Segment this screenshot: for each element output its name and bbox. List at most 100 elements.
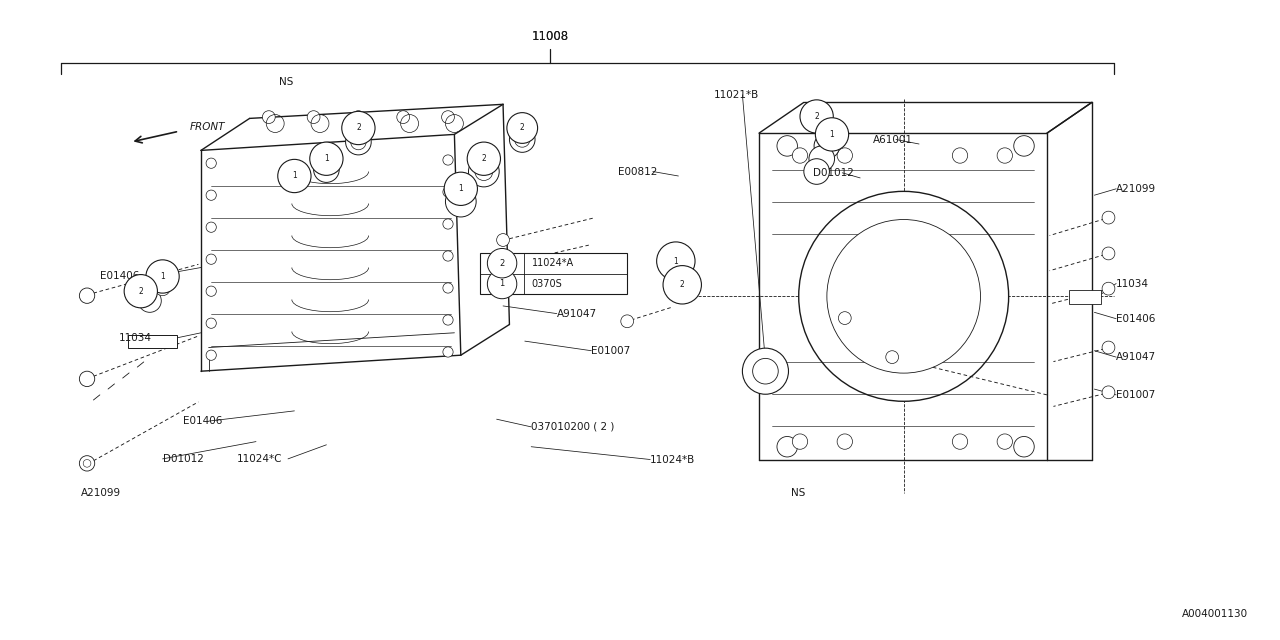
Circle shape — [815, 118, 849, 151]
Circle shape — [445, 186, 476, 217]
Circle shape — [827, 220, 980, 373]
Circle shape — [997, 148, 1012, 163]
Circle shape — [1014, 436, 1034, 457]
Text: 1: 1 — [829, 130, 835, 139]
Circle shape — [352, 111, 365, 124]
Text: 11034: 11034 — [119, 333, 152, 343]
Circle shape — [838, 312, 851, 324]
Circle shape — [443, 187, 453, 197]
Text: FRONT: FRONT — [189, 122, 225, 132]
Circle shape — [952, 434, 968, 449]
Circle shape — [488, 248, 517, 278]
Circle shape — [206, 350, 216, 360]
Circle shape — [314, 157, 339, 182]
Circle shape — [837, 434, 852, 449]
Circle shape — [124, 275, 157, 308]
Text: E00812: E00812 — [618, 166, 658, 177]
Circle shape — [206, 254, 216, 264]
Circle shape — [206, 158, 216, 168]
Circle shape — [138, 289, 161, 312]
Circle shape — [792, 434, 808, 449]
Text: A91047: A91047 — [557, 308, 596, 319]
Circle shape — [792, 148, 808, 163]
Circle shape — [206, 190, 216, 200]
Circle shape — [346, 129, 371, 155]
Circle shape — [515, 132, 530, 147]
Circle shape — [443, 283, 453, 293]
Circle shape — [742, 348, 788, 394]
Circle shape — [83, 460, 91, 467]
Text: 11024*A: 11024*A — [531, 258, 573, 268]
Text: 1: 1 — [160, 272, 165, 281]
Circle shape — [488, 269, 517, 299]
Circle shape — [819, 138, 835, 154]
Text: D01012: D01012 — [163, 454, 204, 464]
Circle shape — [804, 159, 829, 184]
Text: 1: 1 — [499, 280, 504, 289]
Text: E01406: E01406 — [183, 416, 223, 426]
Bar — [480, 253, 627, 294]
Circle shape — [509, 127, 535, 152]
Text: 2: 2 — [138, 287, 143, 296]
Text: 11024*B: 11024*B — [650, 454, 695, 465]
Circle shape — [79, 371, 95, 387]
Circle shape — [475, 163, 493, 180]
Circle shape — [952, 148, 968, 163]
Circle shape — [486, 261, 499, 274]
Text: 11008: 11008 — [531, 30, 570, 43]
Circle shape — [799, 191, 1009, 401]
Circle shape — [262, 111, 275, 124]
Circle shape — [1102, 341, 1115, 354]
Circle shape — [507, 113, 538, 143]
Circle shape — [777, 436, 797, 457]
Text: A21099: A21099 — [81, 488, 120, 498]
Text: E01406: E01406 — [1116, 314, 1156, 324]
Text: 11034: 11034 — [1116, 278, 1149, 289]
Text: 2: 2 — [356, 124, 361, 132]
Text: 11008: 11008 — [531, 30, 570, 43]
Circle shape — [467, 142, 500, 175]
Text: A61001: A61001 — [873, 134, 913, 145]
Circle shape — [278, 159, 311, 193]
Text: 2: 2 — [520, 124, 525, 132]
Circle shape — [621, 315, 634, 328]
Text: 2: 2 — [814, 112, 819, 121]
Circle shape — [753, 358, 778, 384]
Text: D01012: D01012 — [813, 168, 854, 178]
Circle shape — [777, 136, 797, 156]
Text: E01007: E01007 — [591, 346, 631, 356]
Bar — [128, 335, 177, 348]
Circle shape — [155, 280, 170, 296]
Circle shape — [442, 111, 454, 124]
Text: NS: NS — [279, 77, 293, 87]
Circle shape — [206, 286, 216, 296]
Circle shape — [814, 133, 840, 159]
Circle shape — [397, 111, 410, 124]
Circle shape — [1102, 211, 1115, 224]
Circle shape — [657, 242, 695, 280]
Circle shape — [310, 142, 343, 175]
Circle shape — [206, 318, 216, 328]
Circle shape — [79, 456, 95, 471]
Bar — [1069, 290, 1101, 304]
Text: 1: 1 — [458, 184, 463, 193]
Text: 1: 1 — [292, 172, 297, 180]
Circle shape — [497, 234, 509, 246]
Text: 037010200 ( 2 ): 037010200 ( 2 ) — [531, 422, 614, 432]
Text: 2: 2 — [499, 259, 504, 268]
Circle shape — [146, 260, 179, 293]
Text: 1: 1 — [673, 257, 678, 266]
Circle shape — [351, 134, 366, 150]
Circle shape — [886, 351, 899, 364]
Text: A004001130: A004001130 — [1181, 609, 1248, 620]
Circle shape — [443, 315, 453, 325]
Circle shape — [800, 100, 833, 133]
Circle shape — [307, 111, 320, 124]
Circle shape — [1014, 136, 1034, 156]
Circle shape — [444, 172, 477, 205]
Text: E01007: E01007 — [1116, 390, 1156, 400]
Circle shape — [1102, 386, 1115, 399]
Text: 1: 1 — [324, 154, 329, 163]
Circle shape — [443, 347, 453, 357]
Text: 11021*B: 11021*B — [714, 90, 759, 100]
